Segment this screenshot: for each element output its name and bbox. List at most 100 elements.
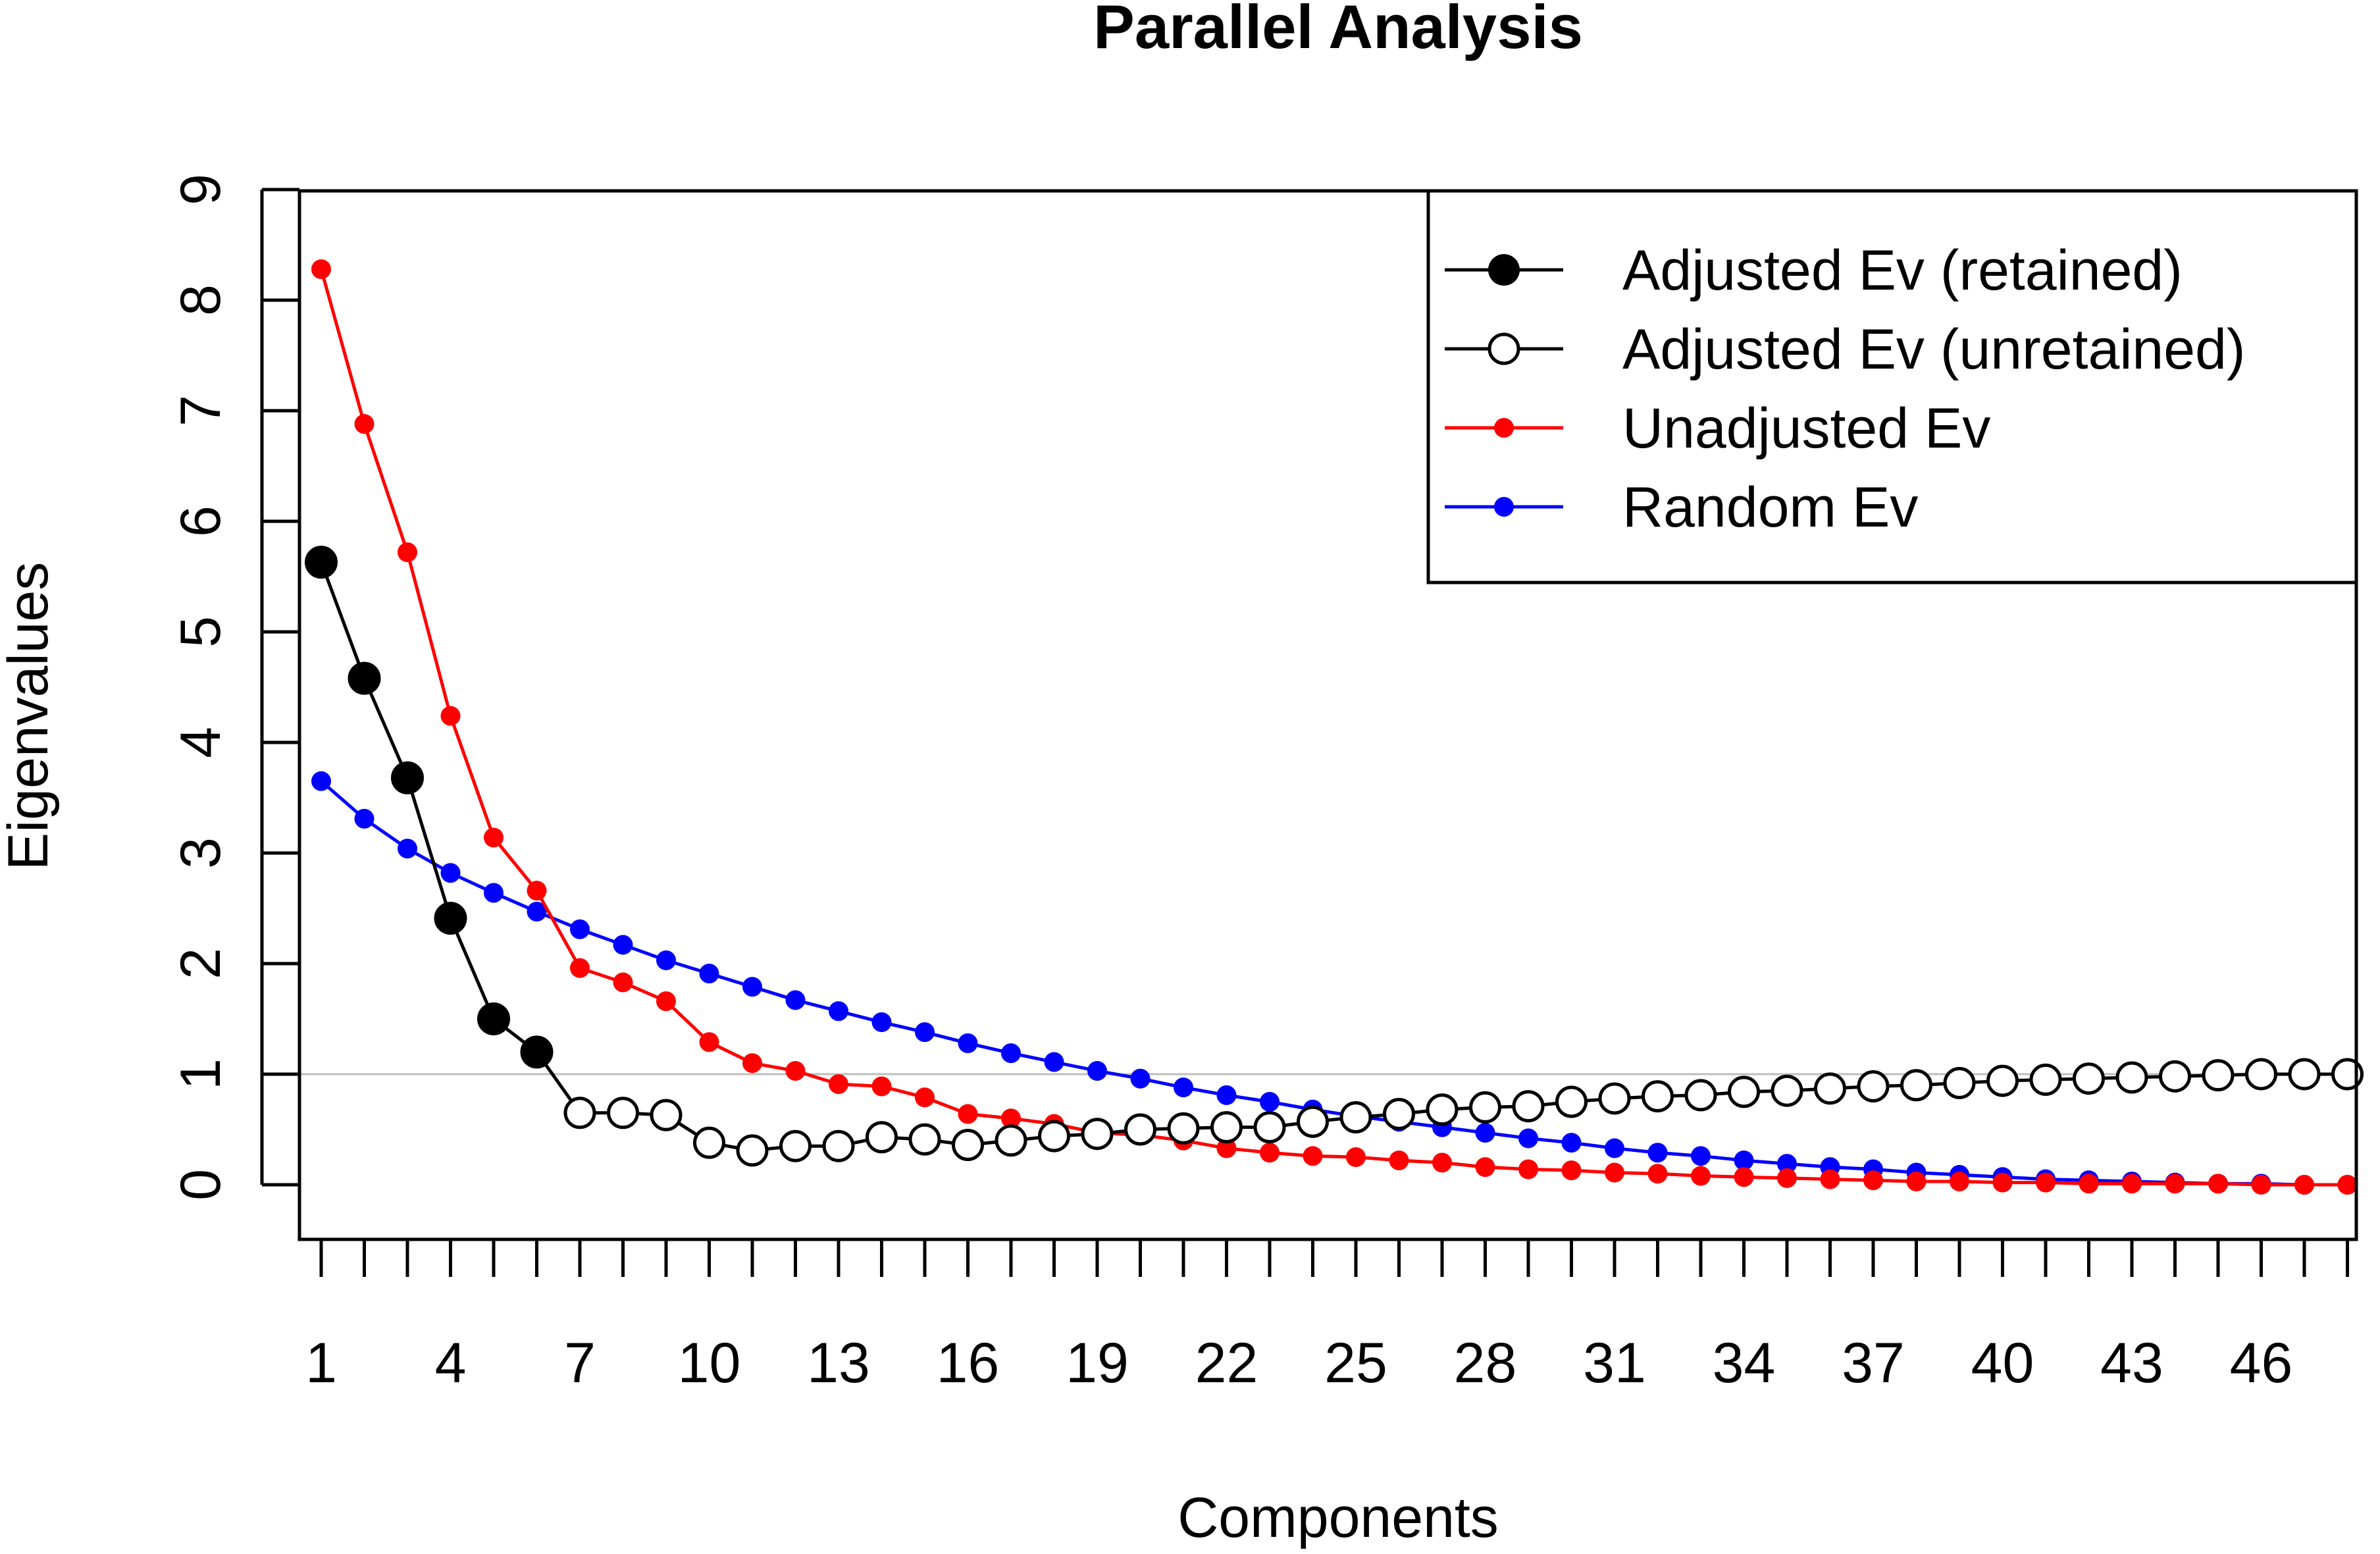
y-tick-label: 7 <box>169 395 232 427</box>
unretained-point <box>1081 1118 1114 1151</box>
data-point <box>484 827 504 848</box>
unretained-point <box>1297 1105 1329 1138</box>
x-tick-label: 16 <box>937 1332 1000 1395</box>
data-point <box>1475 1157 1495 1178</box>
plot-frame <box>298 189 2358 1241</box>
legend-marker-random <box>1494 497 1514 517</box>
data-point <box>1216 1085 1237 1105</box>
x-tick-label: 7 <box>564 1332 596 1395</box>
legend-label-unadjusted: Unadjusted Ev <box>1622 397 1990 460</box>
data-point <box>958 1033 978 1053</box>
data-point <box>958 1104 978 1124</box>
legend-box <box>1426 189 2358 584</box>
unretained-point <box>2245 1058 2277 1091</box>
data-point <box>2251 1175 2271 1195</box>
y-axis-label: Eigenvalues <box>0 562 60 871</box>
data-point <box>656 950 676 970</box>
y-tick-label: 8 <box>169 284 232 316</box>
unretained-point <box>1339 1101 1372 1134</box>
data-point <box>1130 1068 1151 1089</box>
y-tick-label: 2 <box>169 948 232 979</box>
unretained-point <box>1383 1097 1415 1130</box>
data-point <box>1734 1151 1754 1171</box>
data-point <box>2337 1175 2358 1195</box>
data-point <box>311 259 331 279</box>
x-tick-label: 1 <box>305 1332 337 1395</box>
data-point <box>1001 1108 1021 1129</box>
data-point <box>829 1074 848 1095</box>
data-point <box>1561 1160 1582 1181</box>
x-tick-label: 25 <box>1324 1332 1387 1395</box>
unretained-point <box>563 1097 596 1129</box>
y-tick-label: 3 <box>169 837 232 869</box>
data-point <box>1691 1166 1711 1186</box>
unretained-point <box>1555 1085 1588 1118</box>
data-point <box>527 881 547 901</box>
data-point <box>527 902 547 922</box>
data-point <box>1044 1052 1064 1072</box>
unretained-point <box>779 1129 812 1162</box>
data-point <box>1906 1171 1927 1191</box>
data-point <box>1561 1133 1582 1153</box>
series-unadjusted-ev <box>311 259 2358 1195</box>
data-point <box>2036 1172 2056 1193</box>
unretained-point <box>1857 1070 1890 1102</box>
chart-title: Parallel Analysis <box>1093 0 1583 61</box>
data-point <box>570 919 590 939</box>
retained-point <box>520 1035 554 1069</box>
data-point <box>1647 1164 1668 1184</box>
data-point <box>2165 1174 2185 1194</box>
x-tick-label: 34 <box>1713 1332 1776 1395</box>
unretained-point <box>1943 1066 1976 1099</box>
y-tick-label: 9 <box>169 174 232 205</box>
data-point <box>311 771 331 791</box>
data-point <box>871 1012 892 1033</box>
unretained-point <box>1814 1072 1846 1105</box>
x-tick-label: 28 <box>1454 1332 1517 1395</box>
unretained-point <box>866 1121 898 1154</box>
x-tick-label: 40 <box>1971 1332 2034 1395</box>
legend-label-retained: Adjusted Ev (retained) <box>1622 239 2183 302</box>
data-point <box>1260 1092 1280 1112</box>
data-point <box>613 935 633 955</box>
x-tick-label: 31 <box>1583 1332 1646 1395</box>
data-point <box>1777 1154 1797 1174</box>
data-point <box>1389 1151 1409 1171</box>
unretained-point <box>952 1129 984 1162</box>
unretained-point <box>2115 1061 2148 1094</box>
unretained-point <box>736 1134 769 1167</box>
data-point <box>1691 1146 1711 1166</box>
unretained-point <box>1598 1082 1631 1115</box>
series-line <box>319 561 2348 1153</box>
y-tick-label: 1 <box>169 1058 232 1090</box>
data-point <box>1647 1143 1668 1163</box>
x-tick-label: 43 <box>2100 1332 2163 1395</box>
unretained-point <box>2288 1058 2321 1091</box>
data-point <box>699 964 719 984</box>
data-point <box>1303 1146 1323 1166</box>
data-point <box>1216 1138 1237 1158</box>
data-point <box>2079 1174 2099 1194</box>
legend-marker-unretained <box>1488 332 1520 365</box>
data-point <box>1863 1170 1883 1191</box>
legend: Adjusted Ev (retained) Adjusted Ev (unre… <box>1426 189 2358 584</box>
data-point <box>1992 1172 2013 1193</box>
retained-point <box>391 761 424 794</box>
unretained-point <box>1771 1074 1803 1107</box>
y-axis: 0 1 2 3 4 5 6 7 8 9 <box>169 174 299 1201</box>
unretained-point <box>1728 1075 1760 1108</box>
data-point <box>398 839 417 859</box>
data-point <box>398 542 417 563</box>
x-tick-label: 37 <box>1842 1332 1905 1395</box>
data-point <box>1950 1171 1969 1191</box>
data-point <box>1605 1138 1624 1158</box>
data-point <box>1087 1060 1107 1081</box>
y-tick-label: 4 <box>169 727 232 758</box>
data-point <box>613 972 633 993</box>
series-layer <box>305 259 2364 1195</box>
unretained-point <box>995 1124 1027 1157</box>
data-point <box>570 958 590 978</box>
y-tick-label: 0 <box>169 1169 232 1201</box>
unretained-point <box>1900 1069 1932 1102</box>
